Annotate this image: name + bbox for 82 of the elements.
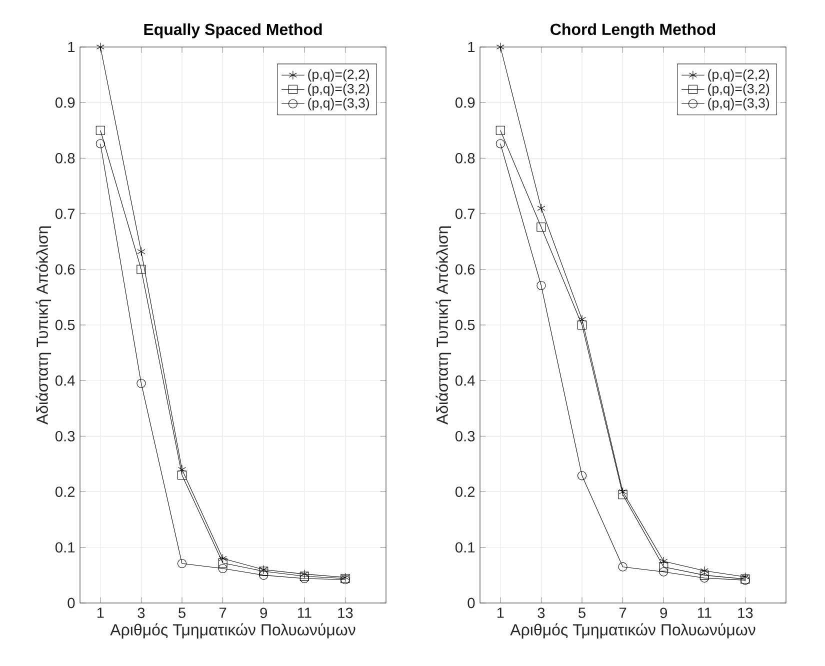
point [496, 139, 505, 148]
x-tick-label: 5 [178, 608, 186, 618]
y-tick-label: 0.3 [455, 431, 475, 442]
y-tick-label: 0.4 [455, 375, 475, 386]
y-tick-label: 0 [468, 598, 475, 608]
point [137, 247, 146, 256]
point [536, 280, 546, 290]
y-tick-label: 0.9 [455, 97, 475, 108]
x-tick-label: 3 [138, 608, 145, 618]
chart-title: Chord Length Method [550, 23, 716, 38]
x-tick-label: 13 [338, 608, 353, 618]
point [700, 573, 709, 583]
y-tick-label: 0.6 [55, 264, 75, 275]
point [178, 465, 186, 474]
y-tick-label: 0.1 [55, 542, 75, 553]
y-tick-label: 0.7 [55, 208, 75, 219]
point [96, 42, 104, 52]
point [659, 562, 668, 572]
x-tick-label: 5 [578, 608, 586, 618]
y-tick-label: 0.9 [55, 97, 75, 108]
x-tick-label: 11 [698, 608, 712, 618]
y-tick-label: 0.2 [55, 486, 75, 497]
point [700, 570, 709, 580]
point [496, 42, 504, 52]
y-tick-label: 0.8 [455, 153, 475, 164]
y-tick-label: 0.4 [55, 375, 75, 386]
legend-label: (p,q)=(3,2) [708, 84, 770, 96]
y-tick-label: 1 [468, 42, 475, 52]
point [618, 490, 628, 500]
y-tick-label: 0.8 [55, 153, 75, 164]
legend-label: (p,q)=(3,3) [708, 98, 770, 110]
x-tick-label: 9 [660, 608, 667, 618]
x-tick-label: 7 [219, 608, 226, 618]
x-tick-label: 1 [97, 608, 104, 618]
point [536, 222, 546, 232]
x-axis-title: Αριθμός Τμηματικών Πολυωνύμων [510, 623, 756, 639]
point [660, 556, 668, 566]
point [577, 320, 587, 330]
x-tick-label: 3 [538, 608, 545, 618]
chart-title: Equally Spaced Method [144, 23, 322, 38]
y-axis-title: Αδιάστατη Τυπική Απόκλιση [36, 226, 52, 425]
point [259, 570, 268, 580]
x-tick-label: 13 [738, 608, 753, 618]
x-tick-label: 1 [497, 608, 504, 618]
y-tick-label: 0.3 [55, 431, 75, 442]
point [300, 570, 308, 579]
point [659, 567, 668, 576]
point [618, 562, 628, 572]
point [496, 126, 505, 135]
y-tick-label: 0.1 [455, 542, 475, 553]
y-tick-label: 1 [68, 42, 75, 52]
point [218, 564, 228, 574]
x-tick-label: 11 [298, 608, 312, 618]
point [537, 204, 546, 213]
y-tick-label: 0 [68, 598, 75, 608]
point [177, 558, 187, 568]
point [577, 471, 587, 480]
x-axis-title: Αριθμός Τμηματικών Πολυωνύμων [110, 623, 356, 639]
point [578, 314, 586, 324]
point [218, 558, 228, 568]
point [177, 470, 187, 480]
point [300, 574, 309, 584]
legend-label: (p,q)=(2,2) [708, 69, 770, 82]
point [136, 378, 146, 388]
x-tick-label: 7 [619, 608, 626, 618]
y-axis-title: Αδιάστατη Τυπική Απόκλιση [436, 226, 452, 425]
legend-label: (p,q)=(3,3) [308, 98, 370, 110]
point [96, 126, 105, 135]
point [300, 572, 309, 581]
point [700, 566, 708, 576]
y-tick-label: 0.5 [455, 320, 475, 330]
legend-label: (p,q)=(3,2) [308, 84, 370, 96]
x-tick-label: 9 [260, 608, 267, 618]
point [618, 487, 627, 496]
point [136, 264, 146, 274]
point [218, 554, 227, 564]
y-tick-label: 0.5 [55, 320, 75, 330]
y-tick-label: 0.6 [455, 264, 475, 275]
y-tick-label: 0.2 [455, 486, 475, 497]
y-tick-label: 0.7 [455, 208, 475, 219]
point [96, 139, 105, 148]
legend-label: (p,q)=(2,2) [308, 69, 370, 82]
